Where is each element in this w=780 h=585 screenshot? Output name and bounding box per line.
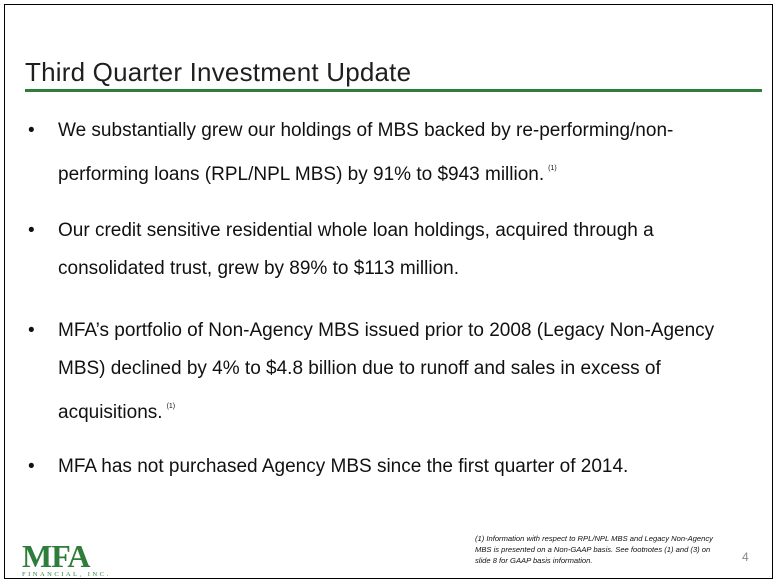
bullet-line: performing loans (RPL/NPL MBS) by 91% to… bbox=[58, 164, 545, 185]
bullet-line: MBS) declined by 4% to $4.8 billion due … bbox=[58, 358, 661, 379]
bullet-line-with-footnote: acquisitions. (1) bbox=[58, 388, 753, 432]
slide-frame bbox=[4, 4, 773, 579]
bullet-line: Our credit sensitive residential whole l… bbox=[58, 220, 654, 241]
bullet-dot-icon: • bbox=[28, 220, 35, 241]
bullet-line: We substantially grew our holdings of MB… bbox=[58, 120, 674, 141]
slide-title: Third Quarter Investment Update bbox=[25, 57, 412, 87]
bullet-dot-icon: • bbox=[28, 320, 35, 341]
bullet-text: Our credit sensitive residential whole l… bbox=[58, 212, 753, 288]
bullet-line: MFA’s portfolio of Non-Agency MBS issued… bbox=[58, 320, 715, 341]
footnote: (1) Information with respect to RPL/NPL … bbox=[475, 533, 735, 566]
bullet-line: acquisitions. bbox=[58, 402, 163, 423]
bullet-line-with-footnote: performing loans (RPL/NPL MBS) by 91% to… bbox=[58, 150, 753, 194]
logo-subtitle: FINANCIAL, INC. bbox=[22, 571, 111, 578]
bullet-line: MFA has not purchased Agency MBS since t… bbox=[58, 456, 629, 477]
bullet-text: MFA’s portfolio of Non-Agency MBS issued… bbox=[58, 312, 753, 432]
footnote-line: slide 8 for GAAP basis information. bbox=[475, 556, 593, 565]
footnote-line: MBS is presented on a Non-GAAP basis. Se… bbox=[475, 545, 711, 554]
bullet-text: We substantially grew our holdings of MB… bbox=[58, 112, 753, 194]
footnote-line: (1) Information with respect to RPL/NPL … bbox=[475, 534, 713, 543]
page-number: 4 bbox=[742, 550, 749, 564]
footnote-marker: (1) bbox=[548, 165, 557, 172]
bullet-dot-icon: • bbox=[28, 456, 35, 477]
bullet-text: MFA has not purchased Agency MBS since t… bbox=[58, 448, 753, 486]
logo-wordmark: MFA bbox=[22, 538, 90, 574]
bullet-dot-icon: • bbox=[28, 120, 35, 141]
title-underline bbox=[25, 89, 762, 92]
bullet-line: consolidated trust, grew by 89% to $113 … bbox=[58, 258, 459, 279]
mfa-logo: MFA FINANCIAL, INC. bbox=[22, 538, 111, 578]
footnote-marker: (1) bbox=[166, 403, 176, 410]
